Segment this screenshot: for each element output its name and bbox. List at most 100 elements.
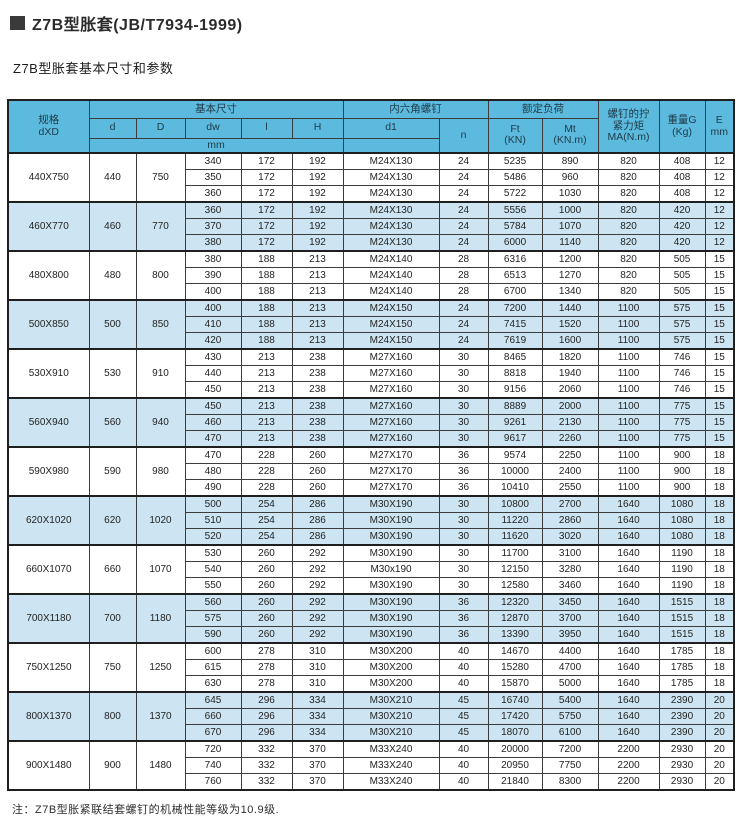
cell-e: 15 [704,316,735,333]
cell-ft: 8465 [487,348,543,366]
cell-l: 332 [240,773,293,791]
cell-l: 260 [240,626,293,644]
cell-n: 24 [438,218,489,235]
table-row: 440X750 440 750 340 172 192 M24X130 24 5235 890 82… [7,152,735,203]
cell-H: 192 [291,185,344,203]
cell-weight: 420 [658,218,706,235]
cell-e: 18 [704,659,735,676]
cell-l: 332 [240,740,293,758]
table-row: 360 172 192 M24X130 24 5722 1030 820 408 12 [8,185,735,203]
cell-d1: M24X130 [342,218,440,235]
cell-ma: 1640 [597,691,660,709]
header-d: d [88,117,137,139]
cell-weight: 1785 [658,659,706,676]
table-row: 670 296 334 M30X210 45 18070 6100 1640 2390 20 [8,724,735,742]
cell-n: 36 [438,446,489,464]
cell-mt: 2400 [541,463,599,480]
cell-n: 30 [438,528,489,546]
cell-dw: 360 [184,185,242,203]
cell-spec: 700X1180 [7,593,90,644]
header-d1: d1 [342,117,440,139]
cell-mt: 7750 [541,757,599,774]
cell-dw: 760 [184,773,242,791]
cell-dw: 380 [184,234,242,252]
cell-dw: 660 [184,708,242,725]
table-row: 400 188 213 M24X140 28 6700 1340 820 505 15 [8,283,735,301]
cell-spec: 900X1480 [7,740,90,791]
cell-ft: 15280 [487,659,543,676]
cell-e: 18 [704,495,735,513]
cell-weight: 775 [658,397,706,415]
cell-H: 292 [291,577,344,595]
cell-l: 213 [240,365,293,382]
cell-n: 24 [438,299,489,317]
cell-mt: 2060 [541,381,599,399]
cell-d1: M30X190 [342,610,440,627]
cell-H: 292 [291,561,344,578]
cell-spec: 440X750 [7,152,90,203]
table-row: 540 260 292 M30x190 30 12150 3280 1640 1190 18 [8,561,735,578]
cell-d: 700 [88,593,137,644]
cell-d1: M30X190 [342,544,440,562]
cell-d1: M30x190 [342,561,440,578]
cell-e: 18 [704,479,735,497]
cell-d1: M27X160 [342,381,440,399]
cell-l: 296 [240,708,293,725]
cell-ma: 820 [597,283,660,301]
cell-dw: 550 [184,577,242,595]
cell-D: 750 [135,152,186,203]
cell-dw: 575 [184,610,242,627]
cell-dw: 540 [184,561,242,578]
cell-ma: 1100 [597,381,660,399]
cell-e: 15 [704,283,735,301]
cell-n: 40 [438,675,489,693]
cell-l: 188 [240,299,293,317]
cell-mt: 7200 [541,740,599,758]
cell-l: 260 [240,593,293,611]
cell-ma: 820 [597,185,660,203]
cell-dw: 490 [184,479,242,497]
cell-e: 20 [704,773,735,791]
cell-D: 980 [135,446,186,497]
cell-dw: 530 [184,544,242,562]
table-row: 370 172 192 M24X130 24 5784 1070 820 420 12 [8,218,735,235]
cell-spec: 590X980 [7,446,90,497]
cell-ft: 9574 [487,446,543,464]
cell-d: 590 [88,446,137,497]
cell-ma: 1640 [597,561,660,578]
table-row: 590X980 590 980 470 228 260 M27X170 36 9574 2250 1… [7,446,735,497]
cell-H: 213 [291,250,344,268]
cell-n: 40 [438,773,489,791]
cell-dw: 450 [184,381,242,399]
cell-mt: 1140 [541,234,599,252]
cell-dw: 590 [184,626,242,644]
cell-n: 45 [438,724,489,742]
cell-n: 24 [438,201,489,219]
cell-dw: 360 [184,201,242,219]
cell-dw: 615 [184,659,242,676]
cell-mt: 2250 [541,446,599,464]
cell-ft: 11700 [487,544,543,562]
cell-dw: 420 [184,332,242,350]
cell-ma: 1100 [597,479,660,497]
cell-d1: M30X190 [342,495,440,513]
table-row: 620X1020 620 1020 500 254 286 M30X190 30 10800 27… [7,495,735,546]
cell-e: 12 [704,234,735,252]
cell-ma: 1100 [597,446,660,464]
cell-mt: 1600 [541,332,599,350]
table-row: 560X940 560 940 450 213 238 M27X160 30 8889 2000 1… [7,397,735,448]
cell-ma: 820 [597,250,660,268]
cell-e: 15 [704,381,735,399]
cell-l: 188 [240,316,293,333]
cell-n: 36 [438,479,489,497]
cell-l: 213 [240,381,293,399]
title-square-icon [10,16,25,30]
cell-dw: 480 [184,463,242,480]
cell-d1: M30X210 [342,708,440,725]
cell-e: 12 [704,185,735,203]
cell-ft: 6000 [487,234,543,252]
cell-n: 30 [438,414,489,431]
cell-dw: 340 [184,152,242,170]
cell-D: 1020 [135,495,186,546]
cell-n: 30 [438,495,489,513]
